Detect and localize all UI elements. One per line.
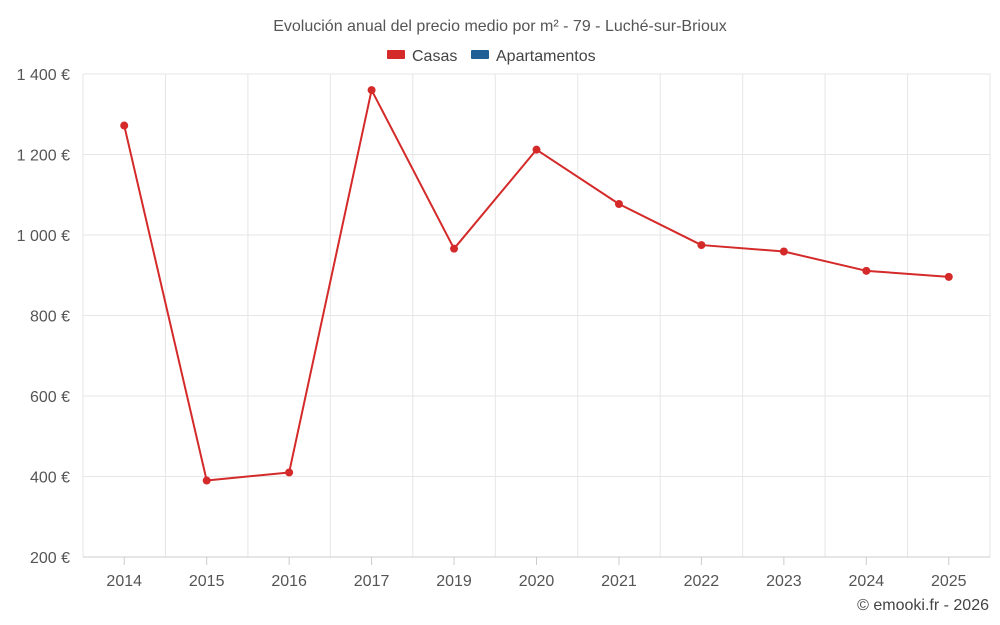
x-tick-label: 2021 <box>601 573 637 590</box>
data-point[interactable] <box>285 468 294 477</box>
series-casas <box>120 86 953 485</box>
data-point[interactable] <box>697 241 706 250</box>
x-axis: 2014 2015 2016 2017 2019 2020 2021 2022 2023 2024… <box>106 557 967 590</box>
legend-label-apartamentos: Apartamentos <box>496 48 596 65</box>
x-tick-label: 2016 <box>271 573 307 590</box>
y-tick-label: 1 200 € <box>17 148 70 165</box>
data-point[interactable] <box>367 86 376 95</box>
x-tick-label: 2014 <box>106 573 142 590</box>
data-point[interactable] <box>944 272 953 281</box>
y-tick-label: 1 400 € <box>17 67 70 84</box>
data-point[interactable] <box>202 476 211 485</box>
legend-item-apartamentos[interactable]: Apartamentos <box>471 48 596 65</box>
y-tick-label: 400 € <box>30 470 70 487</box>
x-tick-label: 2015 <box>189 573 225 590</box>
y-tick-label: 800 € <box>30 309 70 326</box>
credit-text: © emooki.fr - 2026 <box>857 597 989 614</box>
legend-label-casas: Casas <box>412 48 457 65</box>
data-point[interactable] <box>862 266 871 275</box>
legend-swatch-apartamentos <box>471 50 489 59</box>
x-tick-label: 2019 <box>436 573 472 590</box>
legend: Casas Apartamentos <box>387 48 596 65</box>
data-point[interactable] <box>779 247 788 256</box>
legend-swatch-casas <box>387 50 405 59</box>
x-tick-label: 2023 <box>766 573 802 590</box>
data-point[interactable] <box>614 200 623 209</box>
y-tick-label: 200 € <box>30 550 70 567</box>
chart-title: Evolución anual del precio medio por m² … <box>273 18 727 35</box>
y-axis: 200 € 400 € 600 € 800 € 1 000 € 1 200 € 1 400 … <box>17 67 70 567</box>
gridlines <box>82 73 991 557</box>
y-tick-label: 1 000 € <box>17 228 70 245</box>
data-point[interactable] <box>120 121 129 130</box>
x-tick-label: 2024 <box>849 573 885 590</box>
x-tick-label: 2020 <box>519 573 555 590</box>
data-point[interactable] <box>532 145 541 154</box>
x-tick-label: 2017 <box>354 573 390 590</box>
x-tick-label: 2022 <box>684 573 720 590</box>
data-point[interactable] <box>450 244 459 253</box>
x-tick-label: 2025 <box>931 573 967 590</box>
legend-item-casas[interactable]: Casas <box>387 48 457 65</box>
y-tick-label: 600 € <box>30 389 70 406</box>
